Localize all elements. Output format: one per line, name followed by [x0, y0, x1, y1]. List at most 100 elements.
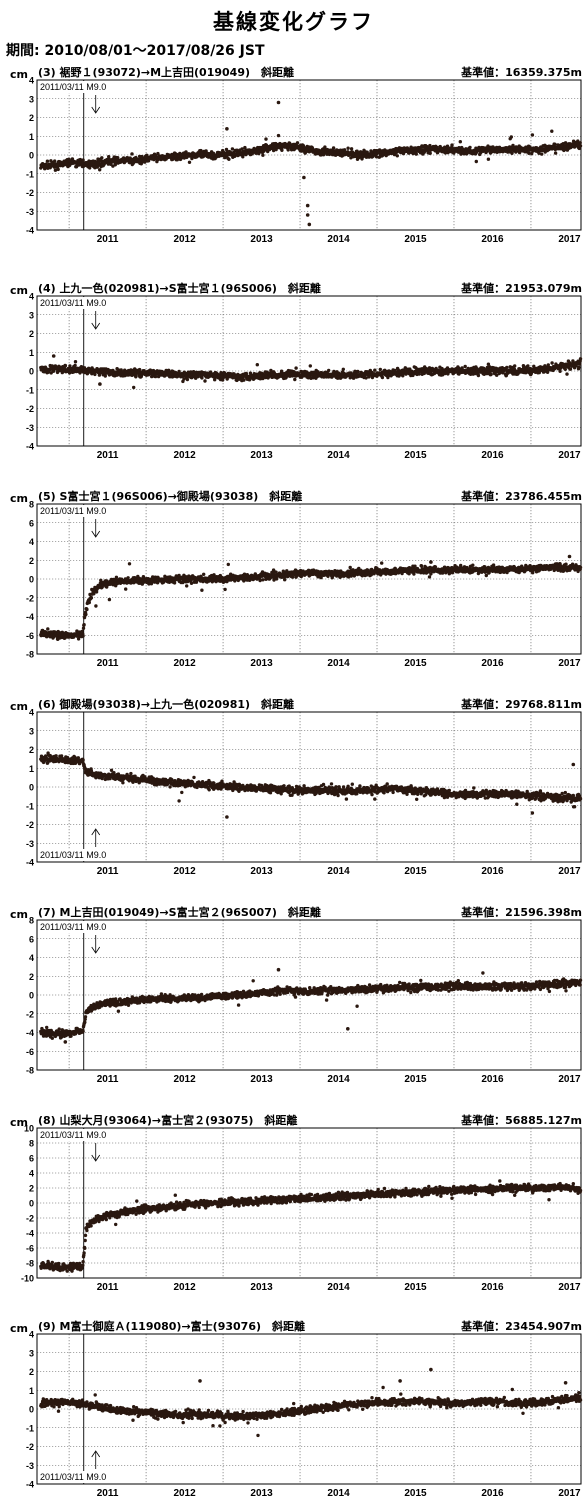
data-point: [264, 137, 268, 141]
data-point: [243, 145, 247, 150]
data-point: [87, 600, 92, 605]
y-tick-label: -6: [26, 631, 34, 641]
data-point: [98, 168, 102, 172]
data-point: [269, 368, 273, 373]
x-tick-label: 2017: [558, 658, 581, 669]
y-unit-label: cm: [10, 68, 28, 81]
data-points: [39, 357, 583, 390]
data-point: [308, 364, 312, 368]
chart-3: cm (3) 裾野１(93072)→M上吉田(019049) 斜距離 基準値：1…: [0, 64, 587, 250]
y-tick-label: 4: [29, 76, 34, 86]
data-point: [127, 562, 132, 566]
x-tick-label: 2016: [481, 866, 504, 877]
data-point: [111, 368, 115, 373]
y-tick-label: 8: [29, 500, 34, 510]
data-point: [346, 146, 350, 150]
outlier-point: [305, 213, 310, 217]
data-point: [276, 133, 281, 138]
data-point: [124, 587, 128, 591]
y-tick-label: 4: [29, 537, 34, 547]
data-point: [323, 145, 327, 149]
data-point: [331, 146, 336, 150]
data-point: [185, 377, 190, 382]
y-tick-label: -3: [26, 839, 34, 849]
x-tick-label: 2011: [97, 450, 119, 461]
data-point: [531, 571, 535, 575]
data-point: [495, 373, 499, 377]
outlier-point: [98, 382, 102, 386]
data-point: [103, 374, 108, 378]
data-point: [153, 374, 158, 379]
event-label: 2011/03/11 M9.0: [40, 82, 106, 92]
data-point: [89, 596, 94, 600]
outlier-point: [305, 203, 310, 208]
y-tick-label: 0: [29, 783, 34, 793]
data-point: [527, 151, 531, 155]
x-tick-label: 2013: [250, 658, 273, 669]
chart-4: cm (4) 上九一色(020981)→S富士宮１(96S006) 斜距離 基準…: [0, 280, 587, 466]
data-point: [417, 372, 421, 376]
x-tick-label: 2013: [250, 234, 273, 245]
data-point: [484, 573, 488, 578]
data-points: [39, 561, 583, 641]
y-tick-label: -8: [26, 650, 34, 660]
x-tick-label: 2011: [97, 234, 119, 245]
y-tick-label: -3: [26, 423, 34, 433]
plot-frame: [36, 711, 582, 863]
data-point: [46, 627, 50, 631]
data-point: [558, 369, 562, 373]
data-point: [577, 146, 581, 151]
event-arrow-head: [91, 530, 101, 538]
data-point: [509, 135, 513, 139]
data-point: [81, 158, 85, 162]
baseline-value: 基準値：21953.079m: [461, 282, 582, 295]
outlier-point: [307, 222, 312, 227]
data-point: [189, 581, 194, 585]
data-point: [578, 141, 582, 145]
data-point: [441, 571, 445, 575]
data-point: [348, 565, 352, 570]
data-point: [342, 148, 347, 152]
data-point: [134, 375, 138, 379]
chart-title: (5) S富士宮１(96S006)→御殿場(93038) 斜距離: [38, 490, 303, 503]
data-point: [537, 151, 541, 155]
data-point: [378, 367, 382, 372]
data-point: [68, 364, 72, 368]
data-point: [476, 373, 481, 378]
data-point: [450, 143, 454, 147]
data-point: [488, 365, 492, 369]
data-point: [401, 374, 405, 378]
data-point: [126, 576, 130, 580]
data-point: [172, 581, 177, 585]
data-point: [351, 376, 356, 380]
y-tick-label: -2: [26, 593, 34, 603]
outlier-point: [51, 354, 56, 358]
x-tick-label: 2017: [558, 866, 581, 877]
event-label-bg: [38, 505, 120, 517]
y-tick-label: 6: [29, 518, 34, 528]
data-point: [99, 578, 103, 582]
data-point: [63, 364, 68, 368]
y-tick-label: 0: [29, 367, 34, 377]
x-tick-label: 2013: [250, 866, 273, 877]
data-point: [81, 634, 85, 638]
data-point: [427, 575, 432, 579]
page-title: 基線変化グラフ: [213, 10, 374, 34]
data-point: [56, 167, 60, 172]
y-tick-label: 0: [29, 575, 34, 585]
data-point: [459, 563, 463, 568]
baseline-value: 基準値：29768.811m: [461, 698, 582, 711]
data-point: [293, 377, 297, 382]
data-point: [185, 584, 189, 588]
event-label: 2011/03/11 M9.0: [40, 850, 106, 860]
x-tick-label: 2014: [327, 866, 350, 877]
data-point: [349, 147, 354, 151]
x-tick-label: 2017: [558, 234, 581, 245]
data-point: [578, 144, 583, 148]
data-point: [474, 159, 478, 164]
data-point: [187, 160, 192, 164]
data-point: [565, 372, 569, 376]
y-unit-label: cm: [10, 700, 28, 713]
